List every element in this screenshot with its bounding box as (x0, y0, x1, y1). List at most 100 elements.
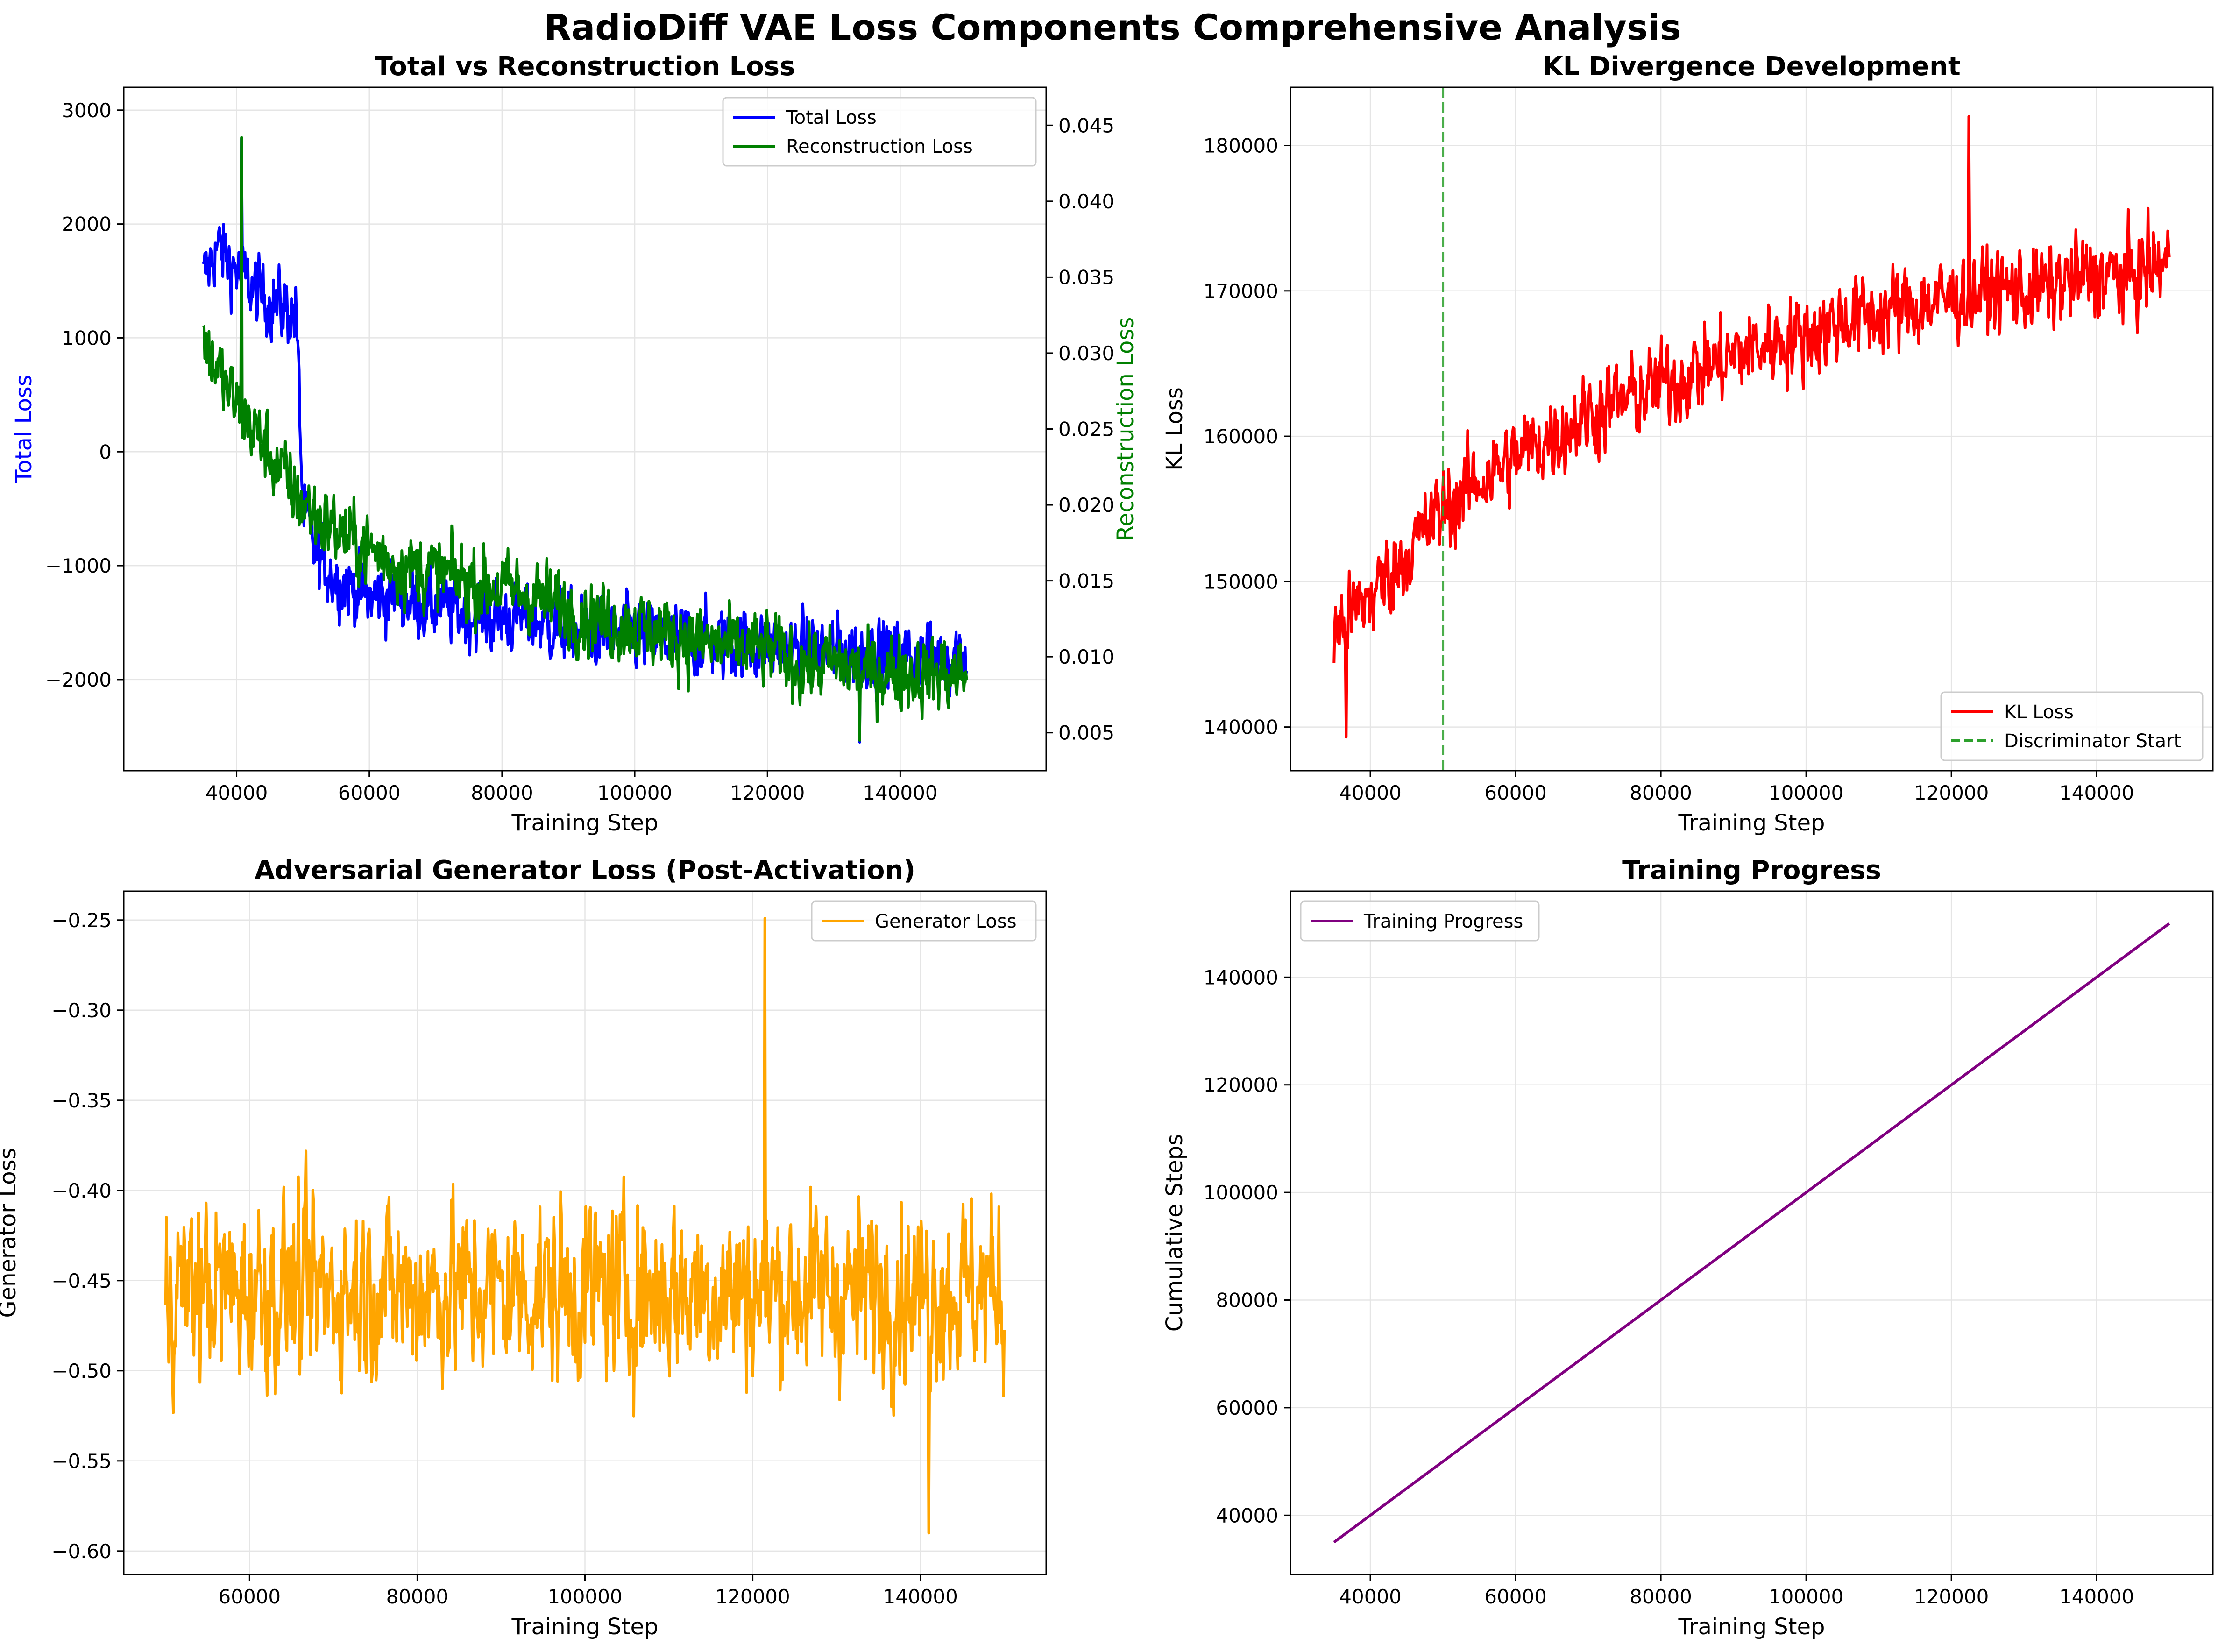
x-tick-label: 60000 (1484, 781, 1547, 804)
x-tick-label: 100000 (597, 781, 672, 804)
y-tick-label: 180000 (1204, 135, 1278, 157)
x-tick-label: 40000 (205, 781, 268, 804)
y-right-tick-label: 0.040 (1058, 190, 1114, 213)
x-tick-label: 80000 (1630, 781, 1692, 804)
series-line-2 (202, 136, 968, 742)
y-tick-label: −0.30 (51, 999, 112, 1022)
y-tick-label: 140000 (1204, 966, 1278, 989)
x-tick-label: 80000 (1630, 1585, 1692, 1608)
y-tick-label: 100000 (1204, 1181, 1278, 1204)
y-axis-label-right: Reconstruction Loss (1112, 317, 1139, 541)
x-tick-label: 100000 (1769, 1585, 1843, 1608)
x-tick-label: 60000 (219, 1585, 281, 1608)
x-axis-label: Training Step (1678, 810, 1825, 836)
legend: Training Progress (1300, 900, 1540, 942)
y-tick-label: −2000 (45, 668, 112, 691)
series-line-1 (1333, 922, 2170, 1544)
y-tick-label: 40000 (1216, 1504, 1278, 1527)
x-tick-label: 120000 (1914, 781, 1989, 804)
y-tick-label: 1000 (62, 326, 112, 349)
y-axis-label: Generator Loss (0, 1148, 21, 1318)
legend-box (1300, 900, 1540, 942)
y-right-tick-label: 0.035 (1058, 266, 1114, 289)
y-right-tick-label: 0.020 (1058, 494, 1114, 517)
series-line-1 (1332, 115, 2171, 739)
subplot-title: KL Divergence Development (1543, 51, 1961, 82)
x-tick-label: 120000 (730, 781, 805, 804)
legend-box (1940, 691, 2204, 761)
x-tick-label: 80000 (471, 781, 533, 804)
legend-label: Generator Loss (875, 911, 1017, 932)
axes-frame (1290, 890, 2214, 1575)
y-tick-label: 0 (99, 440, 112, 463)
x-tick-label: 120000 (1914, 1585, 1989, 1608)
y-tick-label: −0.55 (51, 1450, 112, 1473)
x-axis-label: Training Step (511, 810, 659, 836)
y-tick-label: −0.50 (51, 1360, 112, 1383)
y-tick-label: −0.60 (51, 1540, 112, 1563)
legend: Total Loss Reconstruction Loss (722, 97, 1037, 167)
legend-label: Total Loss (786, 107, 877, 128)
x-tick-label: 140000 (883, 1585, 958, 1608)
x-tick-label: 140000 (863, 781, 937, 804)
x-tick-label: 40000 (1339, 1585, 1402, 1608)
grid-lines (124, 87, 1046, 771)
x-tick-label: 80000 (386, 1585, 449, 1608)
subplot-title: Training Progress (1622, 855, 1881, 886)
y-tick-label: 3000 (62, 99, 112, 122)
grid-lines (1290, 891, 2213, 1574)
y-tick-label: −0.25 (51, 909, 112, 932)
y-tick-label: −1000 (45, 554, 112, 577)
y-right-tick-label: 0.010 (1058, 645, 1114, 668)
y-tick-label: 140000 (1204, 716, 1278, 739)
legend-label: KL Loss (2004, 702, 2074, 723)
y-tick-label: 170000 (1204, 280, 1278, 303)
y-right-tick-label: 0.025 (1058, 418, 1114, 441)
y-right-tick-label: 0.030 (1058, 342, 1114, 365)
legend: Generator Loss (811, 900, 1037, 942)
x-tick-label: 100000 (547, 1585, 622, 1608)
y-tick-label: 160000 (1204, 425, 1278, 448)
y-tick-label: 80000 (1216, 1289, 1278, 1312)
axes-frame (123, 86, 1047, 772)
y-tick-label: 150000 (1204, 570, 1278, 593)
y-tick-label: −0.40 (51, 1179, 112, 1202)
subplot-title: Adversarial Generator Loss (Post-Activat… (255, 855, 915, 886)
x-tick-label: 100000 (1769, 781, 1843, 804)
y-right-tick-label: 0.005 (1058, 722, 1114, 744)
subplot-4: 40000 60000 80000 100000 120000 140000 40000 60… (1162, 855, 2214, 1640)
subplot-3: 60000 80000 100000 120000 140000 −0.60 −0.55 −0… (0, 855, 1047, 1640)
y-axis-label: KL Loss (1162, 387, 1188, 471)
x-axis-label: Training Step (1678, 1614, 1825, 1640)
x-tick-label: 40000 (1339, 781, 1402, 804)
y-tick-label: −0.35 (51, 1089, 112, 1112)
y-tick-label: −0.45 (51, 1269, 112, 1292)
data-layer (1332, 87, 2171, 771)
grid-lines (1290, 87, 2213, 771)
legend: KL Loss Discriminator Start (1940, 691, 2204, 761)
subplot-title: Total vs Reconstruction Loss (375, 51, 795, 82)
data-layer (164, 916, 1006, 1535)
axes-frame (1290, 86, 2214, 772)
y-axis-label: Total Loss (11, 375, 37, 484)
x-tick-label: 60000 (1484, 1585, 1547, 1608)
x-tick-label: 140000 (2059, 781, 2134, 804)
subplot-2: 40000 60000 80000 100000 120000 140000 140000 1… (1162, 51, 2214, 836)
y-tick-label: 60000 (1216, 1397, 1278, 1419)
legend-label: Training Progress (1363, 911, 1523, 932)
x-tick-label: 60000 (338, 781, 401, 804)
y-tick-label: 2000 (62, 213, 112, 236)
legend-label: Reconstruction Loss (786, 136, 973, 157)
x-axis-label: Training Step (511, 1614, 659, 1640)
legend-box (722, 97, 1037, 167)
legend-label: Discriminator Start (2004, 730, 2181, 752)
x-tick-label: 120000 (715, 1585, 790, 1608)
y-right-tick-label: 0.015 (1058, 570, 1114, 593)
x-tick-label: 140000 (2059, 1585, 2134, 1608)
data-layer (202, 136, 968, 744)
y-right-tick-label: 0.045 (1058, 114, 1114, 137)
y-tick-label: 120000 (1204, 1074, 1278, 1097)
series-line-1 (164, 916, 1006, 1535)
y-axis-label: Cumulative Steps (1162, 1134, 1188, 1332)
